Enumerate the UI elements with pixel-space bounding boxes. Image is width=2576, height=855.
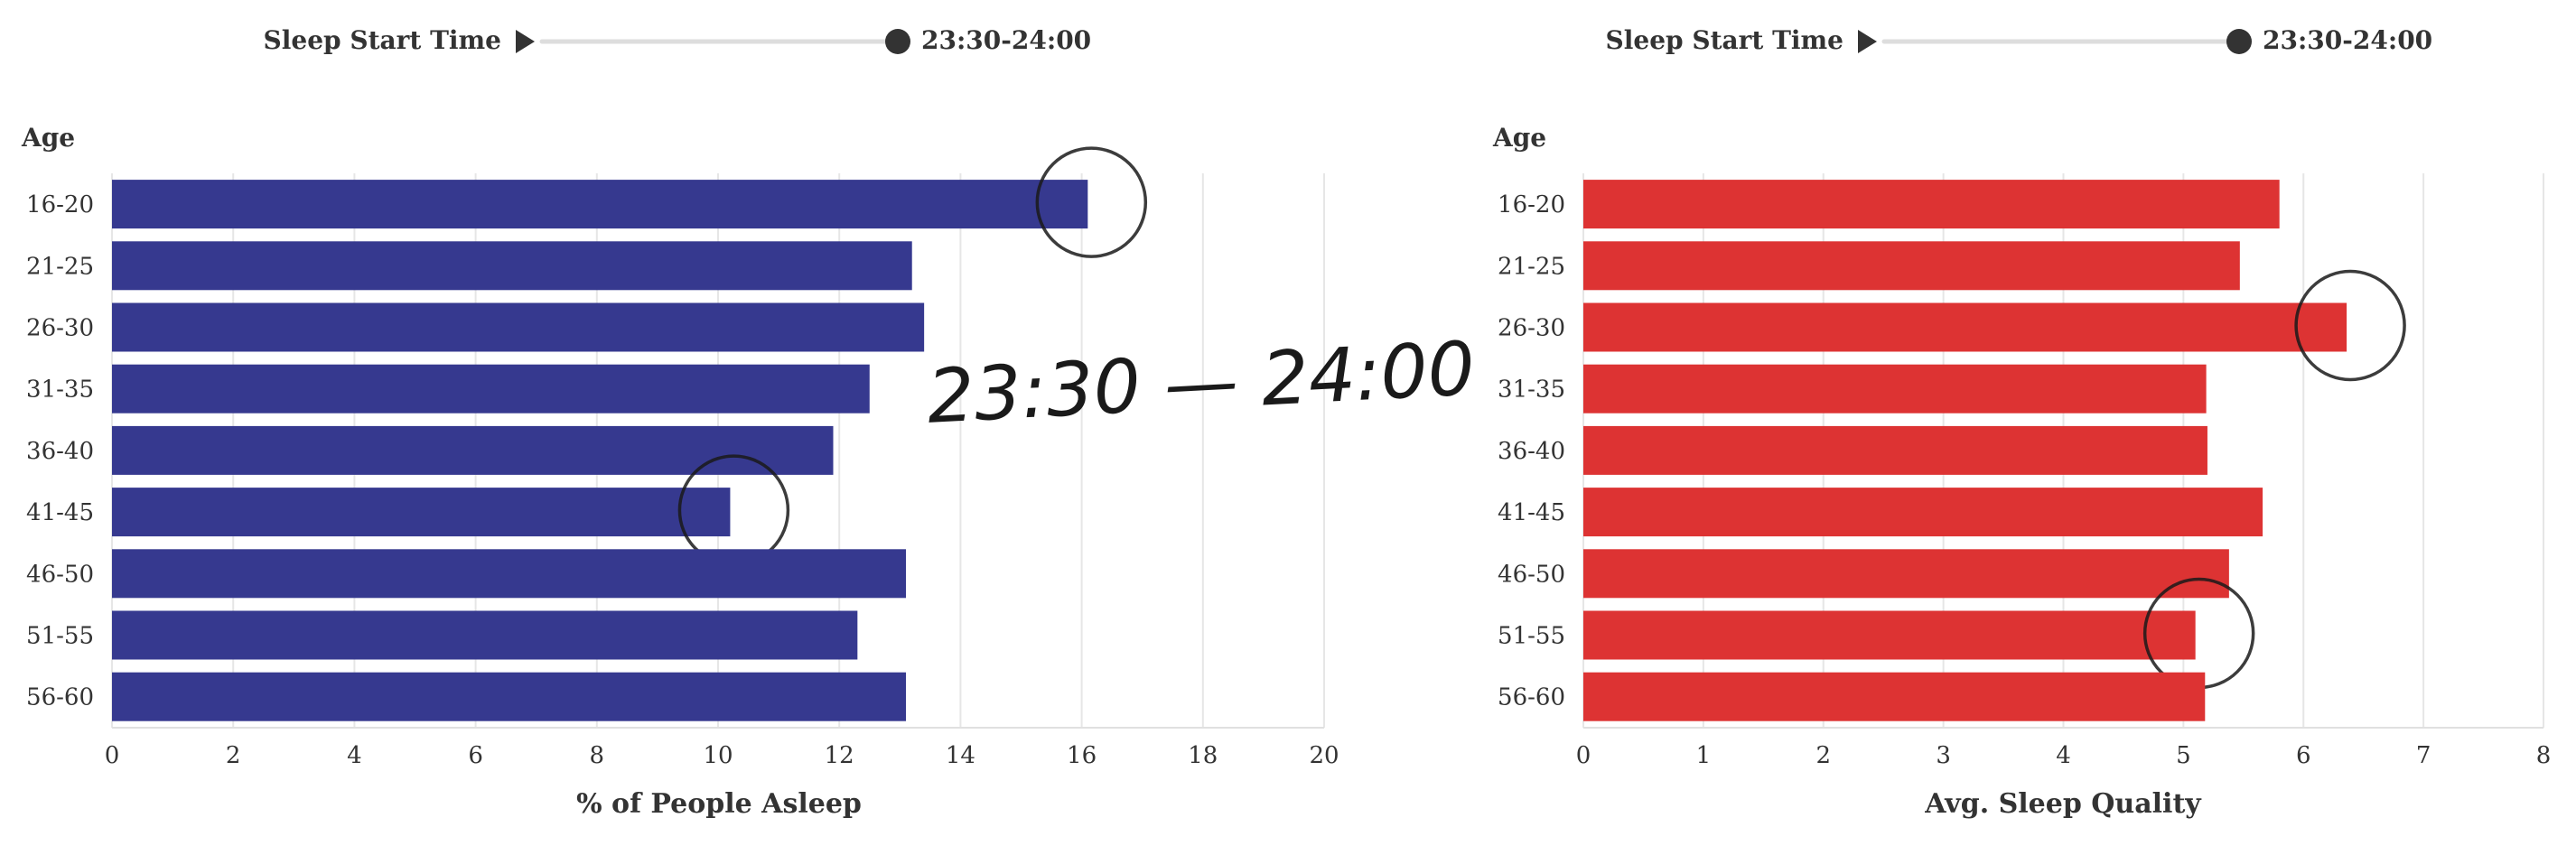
right-y-tick-label: 51-55 xyxy=(1498,623,1565,650)
left-x-tick-label: 4 xyxy=(347,742,362,769)
right-bar-21-25[interactable] xyxy=(1583,241,2240,291)
left-x-tick-label: 18 xyxy=(1188,742,1218,769)
right-bar-56-60[interactable] xyxy=(1583,672,2206,721)
right-x-tick-label: 0 xyxy=(1576,742,1591,769)
right-y-tick-label: 31-35 xyxy=(1498,376,1565,404)
right-bar-51-55[interactable] xyxy=(1583,610,2196,660)
right-y-tick-label: 16-20 xyxy=(1498,191,1565,218)
left-x-axis-title: % of People Asleep xyxy=(576,788,862,820)
right-x-tick-label: 5 xyxy=(2176,742,2191,769)
right-x-tick-label: 4 xyxy=(2056,742,2071,769)
left-bar-36-40[interactable] xyxy=(112,425,834,475)
right-bar-46-50[interactable] xyxy=(1583,549,2229,599)
right-y-tick-label: 26-30 xyxy=(1498,315,1565,342)
right-y-tick-label: 56-60 xyxy=(1498,684,1565,711)
left-y-axis-title: Age xyxy=(21,123,75,153)
right-x-tick-label: 6 xyxy=(2296,742,2311,769)
left-x-tick-label: 16 xyxy=(1067,742,1097,769)
right-bar-16-20[interactable] xyxy=(1583,180,2280,229)
left-y-tick-label: 51-55 xyxy=(26,623,94,650)
left-slider-label: Sleep Start Time xyxy=(264,25,501,55)
right-x-tick-label: 3 xyxy=(1936,742,1951,769)
left-x-tick-label: 0 xyxy=(105,742,120,769)
left-x-tick-label: 12 xyxy=(825,742,854,769)
left-bar-46-50[interactable] xyxy=(112,549,907,599)
left-bar-chart: Age % of People Asleep 0 2 4 6 8 10 12 14 16 18 20… xyxy=(21,123,1339,820)
right-bar-41-45[interactable] xyxy=(1583,488,2263,537)
left-y-tick-label: 56-60 xyxy=(26,684,94,711)
left-x-tick-label: 2 xyxy=(226,742,241,769)
right-play-icon[interactable] xyxy=(1858,30,1877,53)
right-slider-control[interactable]: Sleep Start Time 23:30-24:00 xyxy=(1606,25,2433,55)
left-x-tick-label: 10 xyxy=(703,742,733,769)
left-y-tick-label: 21-25 xyxy=(26,253,94,280)
right-x-tick-label: 1 xyxy=(1696,742,1712,769)
left-y-tick-label: 36-40 xyxy=(26,438,94,465)
right-y-tick-label: 36-40 xyxy=(1498,438,1565,465)
left-y-tick-label: 31-35 xyxy=(26,376,94,404)
right-bar-36-40[interactable] xyxy=(1583,425,2207,475)
left-y-tick-label: 16-20 xyxy=(26,191,94,218)
left-x-tick-label: 8 xyxy=(590,742,605,769)
right-slider-handle[interactable] xyxy=(2226,29,2252,54)
left-x-tick-label: 6 xyxy=(468,742,483,769)
right-hand-drawn-circle xyxy=(2294,269,2406,382)
left-bar-56-60[interactable] xyxy=(112,672,907,721)
left-bar-21-25[interactable] xyxy=(112,241,912,291)
left-slider-value: 23:30-24:00 xyxy=(921,25,1091,55)
left-slider-control[interactable]: Sleep Start Time 23:30-24:00 xyxy=(264,25,1092,55)
left-slider-handle[interactable] xyxy=(885,29,910,54)
left-bar-51-55[interactable] xyxy=(112,610,858,660)
right-bar-26-30[interactable] xyxy=(1583,302,2347,352)
left-x-tick-label: 20 xyxy=(1309,742,1339,769)
left-y-tick-label: 46-50 xyxy=(26,561,94,588)
left-bar-26-30[interactable] xyxy=(112,302,925,352)
right-y-tick-label: 21-25 xyxy=(1498,253,1565,280)
left-y-tick-label: 41-45 xyxy=(26,499,94,526)
handwritten-annotations: 23:30 — 24:00 xyxy=(925,326,1477,441)
right-y-axis-title: Age xyxy=(1492,123,1546,153)
right-slider-value: 23:30-24:00 xyxy=(2263,25,2432,55)
right-x-tick-label: 8 xyxy=(2536,742,2552,769)
left-play-icon[interactable] xyxy=(516,30,535,53)
handwritten-time-note: 23:30 — 24:00 xyxy=(925,326,1477,441)
left-x-tick-label: 14 xyxy=(946,742,975,769)
right-y-tick-label: 46-50 xyxy=(1498,561,1565,588)
right-x-tick-label: 2 xyxy=(1815,742,1831,769)
right-bar-31-35[interactable] xyxy=(1583,364,2207,414)
right-x-tick-label: 7 xyxy=(2416,742,2431,769)
left-bar-31-35[interactable] xyxy=(112,364,870,414)
right-y-tick-label: 41-45 xyxy=(1498,499,1565,526)
left-hand-drawn-circle xyxy=(1035,146,1148,258)
right-bar-chart: Age Avg. Sleep Quality 0 1 2 3 4 5 6 7 8 16-20 21-… xyxy=(1492,123,2551,820)
left-bar-16-20[interactable] xyxy=(112,180,1088,229)
right-slider-label: Sleep Start Time xyxy=(1606,25,1843,55)
left-bar-41-45[interactable] xyxy=(112,488,731,537)
right-x-axis-title: Avg. Sleep Quality xyxy=(1924,788,2202,820)
left-y-tick-label: 26-30 xyxy=(26,315,94,342)
